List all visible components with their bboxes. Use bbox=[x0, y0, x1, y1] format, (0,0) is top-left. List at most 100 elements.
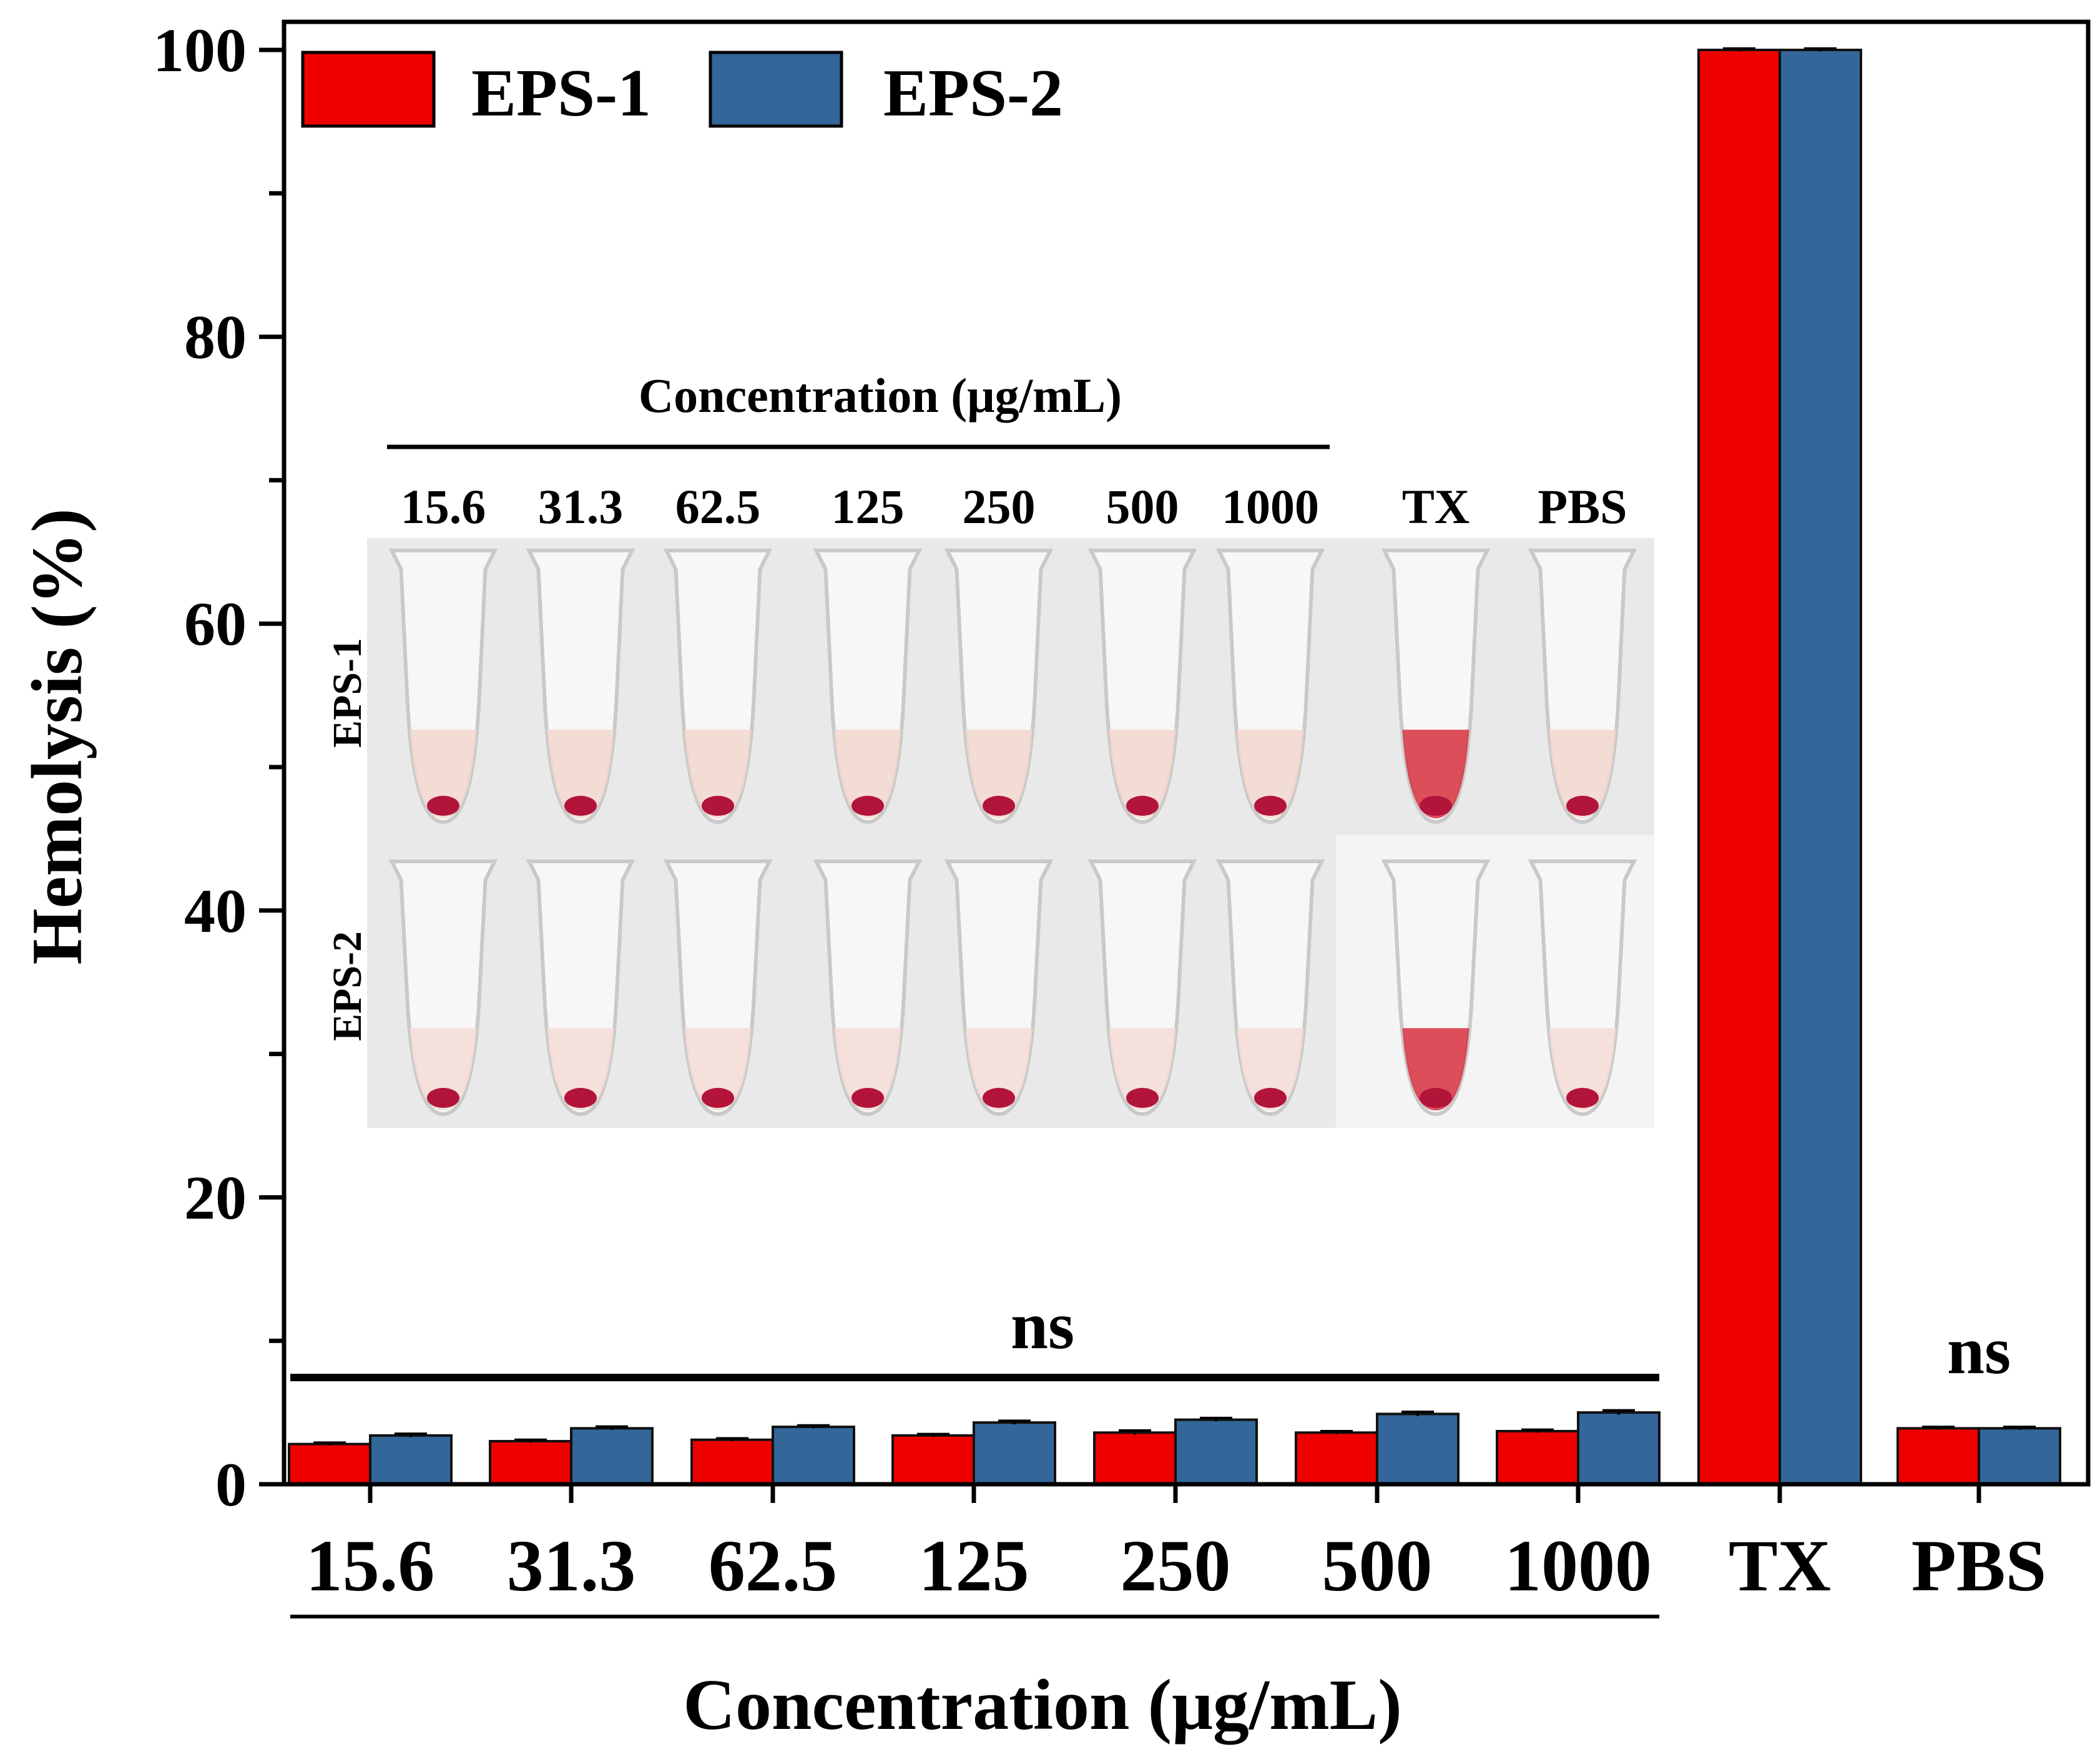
inset-label-62.5: 62.5 bbox=[675, 479, 761, 534]
tube-eps-1-31.3-liquid bbox=[547, 730, 614, 818]
x-label-125: 125 bbox=[919, 1525, 1029, 1607]
tube-eps-2-PBS-pellet bbox=[1566, 1088, 1599, 1108]
tube-eps-1-PBS bbox=[1528, 549, 1637, 825]
legend-label-eps-2: EPS-2 bbox=[883, 56, 1063, 130]
tube-eps-2-TX-liquid bbox=[1402, 1028, 1470, 1110]
tube-eps-2-15.6 bbox=[388, 859, 498, 1117]
inset-label-15.6: 15.6 bbox=[401, 479, 486, 534]
tube-eps-1-62.5 bbox=[663, 549, 773, 825]
bar-eps-1-31.3 bbox=[489, 1440, 572, 1486]
tube-eps-2-125-liquid bbox=[834, 1028, 901, 1110]
inset-title: Concentration (μg/mL) bbox=[639, 368, 1122, 423]
inset-row-label-eps-1: EPS-1 bbox=[325, 638, 370, 748]
x-label-62.5: 62.5 bbox=[709, 1525, 838, 1607]
tube-eps-2-TX-pellet bbox=[1420, 1088, 1452, 1108]
legend-label-eps-1: EPS-1 bbox=[471, 56, 651, 130]
tube-eps-2-500-pellet bbox=[1126, 1088, 1159, 1108]
tube-eps-2-31.3-liquid bbox=[547, 1028, 614, 1110]
tube-eps-1-15.6-pellet bbox=[427, 796, 459, 816]
bar-eps-2-62.5 bbox=[772, 1426, 855, 1486]
tube-eps-1-TX-pellet bbox=[1420, 796, 1452, 816]
inset-label-125: 125 bbox=[832, 479, 905, 534]
inset-label-500: 500 bbox=[1106, 479, 1179, 534]
tube-eps-1-500-pellet bbox=[1126, 796, 1159, 816]
bar-eps-1-62.5 bbox=[690, 1438, 774, 1485]
tube-eps-1-62.5-pellet bbox=[702, 796, 734, 816]
legend-swatch-eps-2 bbox=[709, 51, 843, 128]
tube-eps-2-PBS bbox=[1528, 859, 1637, 1117]
tube-eps-1-500 bbox=[1087, 549, 1197, 825]
bar-eps-2-500 bbox=[1376, 1412, 1460, 1485]
tube-eps-2-15.6-pellet bbox=[427, 1088, 459, 1108]
bar-eps-2-1000 bbox=[1577, 1411, 1661, 1486]
bar-series bbox=[288, 47, 2061, 1503]
x-axis-title: Concentration (μg/mL) bbox=[683, 1665, 1402, 1745]
bar-eps-2-31.3 bbox=[570, 1427, 654, 1485]
inset-label-1000: 1000 bbox=[1222, 479, 1319, 534]
y-tick-label-60: 60 bbox=[184, 589, 247, 658]
legend: EPS-1 EPS-2 bbox=[301, 51, 1063, 130]
y-tick-label-100: 100 bbox=[153, 16, 247, 85]
x-label-31.3: 31.3 bbox=[507, 1525, 636, 1607]
y-tick-label-80: 80 bbox=[184, 303, 247, 372]
legend-swatch-eps-1 bbox=[301, 51, 436, 128]
tube-eps-1-250-pellet bbox=[983, 796, 1015, 816]
tube-eps-2-PBS-liquid bbox=[1549, 1028, 1616, 1110]
tube-eps-2-62.5-liquid bbox=[684, 1028, 752, 1110]
tube-eps-1-250-liquid bbox=[965, 730, 1033, 818]
bar-eps-1-250 bbox=[1093, 1431, 1177, 1485]
tube-eps-1-125-pellet bbox=[851, 796, 884, 816]
bar-eps-1-500 bbox=[1295, 1431, 1378, 1485]
y-axis-title: Hemolysis (%) bbox=[17, 508, 97, 964]
bar-eps-1-15.6 bbox=[288, 1442, 371, 1486]
tube-eps-1-PBS-pellet bbox=[1566, 796, 1599, 816]
inset-tube-photo: Concentration (μg/mL) 15.6 31.3 62.5 125 250… bbox=[325, 368, 1654, 1128]
tube-eps-1-PBS-liquid bbox=[1549, 730, 1616, 818]
tube-eps-1-1000 bbox=[1215, 549, 1325, 825]
ns-label-pbs: ns bbox=[1947, 1314, 2011, 1388]
bar-eps-2-TX bbox=[1779, 49, 1862, 1485]
x-label-PBS: PBS bbox=[1911, 1525, 2046, 1607]
ns-label-concentrations: ns bbox=[1011, 1289, 1074, 1363]
tube-eps-2-1000 bbox=[1215, 859, 1325, 1117]
tube-eps-2-125-pellet bbox=[851, 1088, 884, 1108]
inset-tubes bbox=[388, 549, 1637, 1117]
tube-eps-2-250-liquid bbox=[965, 1028, 1033, 1110]
plot-frame bbox=[282, 19, 2091, 1487]
tube-eps-1-15.6-liquid bbox=[410, 730, 477, 818]
tube-eps-1-500-liquid bbox=[1109, 730, 1176, 818]
inset-label-250: 250 bbox=[963, 479, 1036, 534]
x-label-1000: 1000 bbox=[1504, 1525, 1652, 1607]
y-tick-label-40: 40 bbox=[184, 876, 247, 946]
tube-eps-2-125 bbox=[813, 859, 923, 1117]
bar-eps-2-15.6 bbox=[369, 1434, 453, 1485]
tube-eps-2-500-liquid bbox=[1109, 1028, 1176, 1110]
tube-eps-2-1000-pellet bbox=[1254, 1088, 1287, 1108]
inset-label-31.3: 31.3 bbox=[538, 479, 624, 534]
tube-eps-2-1000-liquid bbox=[1237, 1028, 1304, 1110]
bar-eps-1-PBS bbox=[1896, 1427, 1980, 1485]
x-label-500: 500 bbox=[1322, 1525, 1433, 1607]
x-label-250: 250 bbox=[1121, 1525, 1231, 1607]
bar-eps-2-250 bbox=[1174, 1418, 1258, 1486]
tube-eps-1-62.5-liquid bbox=[684, 730, 752, 818]
bar-eps-1-125 bbox=[891, 1434, 975, 1485]
tube-eps-2-31.3 bbox=[526, 859, 635, 1117]
tube-eps-1-1000-pellet bbox=[1254, 796, 1287, 816]
tube-eps-2-TX bbox=[1381, 859, 1491, 1117]
tube-eps-2-62.5-pellet bbox=[702, 1088, 734, 1108]
y-tick-label-0: 0 bbox=[215, 1450, 247, 1519]
y-axis-ticks: 0 20 40 60 80 100 bbox=[153, 16, 284, 1519]
inset-concentration-labels: 15.6 31.3 62.5 125 250 500 1000 TX PBS bbox=[401, 479, 1627, 534]
bar-eps-2-125 bbox=[973, 1421, 1056, 1486]
tube-eps-1-31.3-pellet bbox=[564, 796, 597, 816]
y-tick-label-20: 20 bbox=[184, 1163, 247, 1232]
tube-eps-2-31.3-pellet bbox=[564, 1088, 597, 1108]
x-label-15.6: 15.6 bbox=[306, 1525, 435, 1607]
tube-eps-2-15.6-liquid bbox=[410, 1028, 477, 1110]
tube-eps-1-125-liquid bbox=[834, 730, 901, 818]
tube-eps-1-1000-liquid bbox=[1237, 730, 1304, 818]
tube-eps-1-31.3 bbox=[526, 549, 635, 825]
tube-eps-2-250 bbox=[944, 859, 1054, 1117]
tube-eps-1-125 bbox=[813, 549, 923, 825]
